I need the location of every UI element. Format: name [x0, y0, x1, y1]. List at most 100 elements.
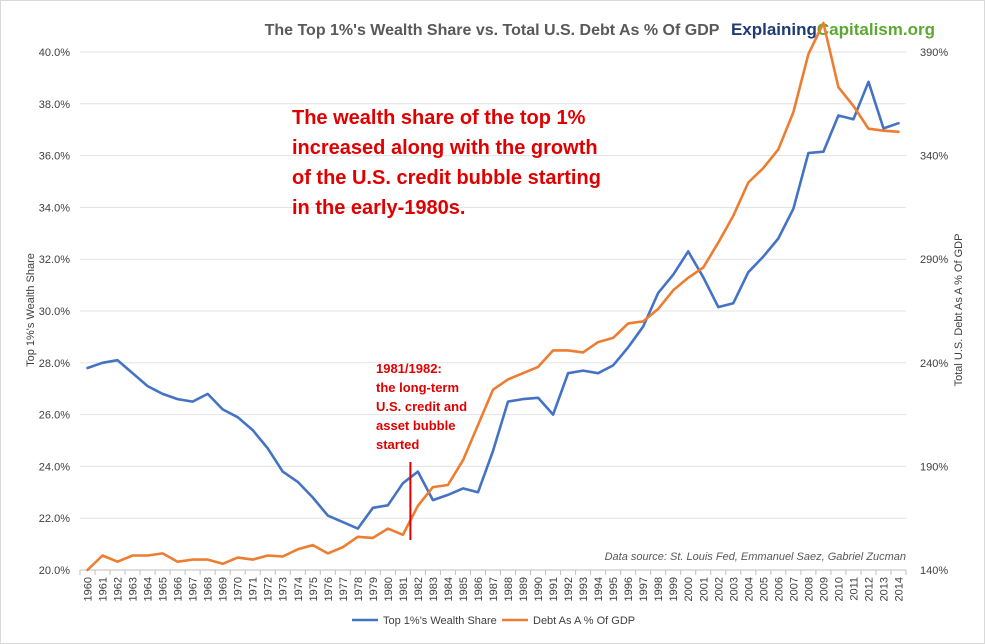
right-tick-label: 340% — [920, 151, 948, 163]
right-tick-label: 290% — [920, 254, 948, 266]
x-tick-label: 1973 — [278, 577, 290, 601]
annotation-1981: 1981/1982: the long-term U.S. credit and as… — [376, 361, 467, 452]
annotation-main: The wealth share of the top 1% increased … — [292, 107, 601, 219]
x-tick-label: 1974 — [293, 577, 305, 601]
left-tick-label: 26.0% — [39, 410, 70, 422]
x-tick-label: 1997 — [638, 577, 650, 601]
brand-part-1: Explaining — [731, 20, 817, 39]
x-tick-label: 1966 — [173, 577, 185, 601]
x-tick-label: 1964 — [143, 577, 155, 601]
x-tick-label: 1990 — [533, 577, 545, 601]
chart-title: The Top 1%'s Wealth Share vs. Total U.S.… — [265, 22, 720, 39]
series-layer — [86, 21, 900, 572]
x-tick-label: 1977 — [338, 577, 350, 601]
legend-label-1: Top 1%'s Wealth Share — [383, 615, 497, 627]
x-tick-label: 1972 — [263, 577, 275, 601]
x-tick-label: 1987 — [488, 577, 500, 601]
x-tick-label: 1994 — [593, 577, 605, 601]
right-tick-label: 390% — [920, 47, 948, 59]
x-tick-label: 1980 — [383, 577, 395, 601]
x-tick-label: 1970 — [233, 577, 245, 601]
x-tick-label: 1961 — [98, 577, 110, 601]
annotation-main-line: of the U.S. credit bubble starting — [292, 167, 601, 189]
x-tick-label: 2014 — [893, 577, 905, 601]
x-tick-label: 1985 — [458, 577, 470, 601]
left-tick-label: 28.0% — [39, 358, 70, 370]
x-tick-label: 2010 — [833, 577, 845, 601]
x-tick-label: 1976 — [323, 577, 335, 601]
x-tick-label: 1981 — [398, 577, 410, 601]
annotation-main-line: The wealth share of the top 1% — [292, 107, 586, 129]
x-tick-label: 1993 — [578, 577, 590, 601]
x-tick-label: 1962 — [113, 577, 125, 601]
legend-label-2: Debt As A % Of GDP — [533, 615, 635, 627]
x-tick-label: 1975 — [308, 577, 320, 601]
x-tick-label: 1965 — [158, 577, 170, 601]
x-tick-label: 1986 — [473, 577, 485, 601]
left-tick-label: 20.0% — [39, 565, 70, 577]
x-tick-label: 2011 — [848, 577, 860, 601]
right-axis-title: Total U.S. Debt As A % Of GDP — [953, 234, 965, 387]
x-tick-label: 2004 — [743, 577, 755, 601]
left-tick-label: 22.0% — [39, 513, 70, 525]
left-tick-label: 36.0% — [39, 151, 70, 163]
x-tick-label: 1999 — [668, 577, 680, 601]
x-tick-label: 1989 — [518, 577, 530, 601]
right-axis-ticks: 140% 190% 240% 290% 340% 390% — [920, 47, 948, 577]
series-line-1 — [86, 80, 900, 530]
x-tick-label: 2013 — [878, 577, 890, 601]
annotation-1981-line: 1981/1982: — [376, 361, 442, 376]
series-line-2 — [86, 21, 900, 572]
x-tick-label: 1996 — [623, 577, 635, 601]
data-source-note: Data source: St. Louis Fed, Emmanuel Sae… — [605, 551, 906, 563]
annotation-1981-line: the long-term — [376, 380, 459, 395]
brand-part-2: Capitalism.org — [817, 20, 935, 39]
x-tick-label: 2001 — [698, 577, 710, 601]
x-tick-label: 2007 — [788, 577, 800, 601]
x-tick-label: 1992 — [563, 577, 575, 601]
legend: Top 1%'s Wealth Share Debt As A % Of GDP — [352, 615, 635, 627]
annotation-1981-line: U.S. credit and — [376, 399, 467, 414]
x-tick-label: 1984 — [443, 577, 455, 601]
annotation-1981-line: started — [376, 437, 419, 452]
x-tick-label: 1969 — [218, 577, 230, 601]
left-tick-label: 38.0% — [39, 99, 70, 111]
annotation-1981-line: asset bubble — [376, 418, 455, 433]
x-tick-label: 1960 — [83, 577, 95, 601]
right-tick-label: 190% — [920, 461, 948, 473]
x-tick-label: 1998 — [653, 577, 665, 601]
x-tick-label: 1967 — [188, 577, 200, 601]
x-tick-label: 1995 — [608, 577, 620, 601]
x-tick-label: 2006 — [773, 577, 785, 601]
gridlines — [80, 51, 906, 571]
x-tick-label: 1963 — [128, 577, 140, 601]
right-tick-label: 140% — [920, 565, 948, 577]
x-tick-label: 2008 — [803, 577, 815, 601]
annotation-main-line: increased along with the growth — [292, 137, 598, 159]
right-tick-label: 240% — [920, 358, 948, 370]
x-tick-label: 1968 — [203, 577, 215, 601]
x-tick-label: 2012 — [863, 577, 875, 601]
x-tick-label: 2003 — [728, 577, 740, 601]
x-tick-label: 2005 — [758, 577, 770, 601]
left-axis-title: Top 1%'s Wealth Share — [25, 253, 37, 367]
x-tick-label: 2009 — [818, 577, 830, 601]
x-tick-label: 1978 — [353, 577, 365, 601]
left-tick-label: 40.0% — [39, 47, 70, 59]
left-tick-label: 30.0% — [39, 306, 70, 318]
left-tick-label: 24.0% — [39, 461, 70, 473]
left-tick-label: 34.0% — [39, 202, 70, 214]
left-tick-label: 32.0% — [39, 254, 70, 266]
x-tick-label: 1971 — [248, 577, 260, 601]
x-tick-label: 1979 — [368, 577, 380, 601]
x-tick-label: 2002 — [713, 577, 725, 601]
x-tick-label: 2000 — [683, 577, 695, 601]
annotation-main-line: in the early-1980s. — [292, 197, 465, 219]
x-tick-label: 1988 — [503, 577, 515, 601]
x-tick-label: 1982 — [413, 577, 425, 601]
x-tick-label: 1983 — [428, 577, 440, 601]
left-axis-ticks: 20.0% 22.0% 24.0% 26.0% 28.0% 30.0% 32.0% 34.0%… — [39, 47, 70, 577]
